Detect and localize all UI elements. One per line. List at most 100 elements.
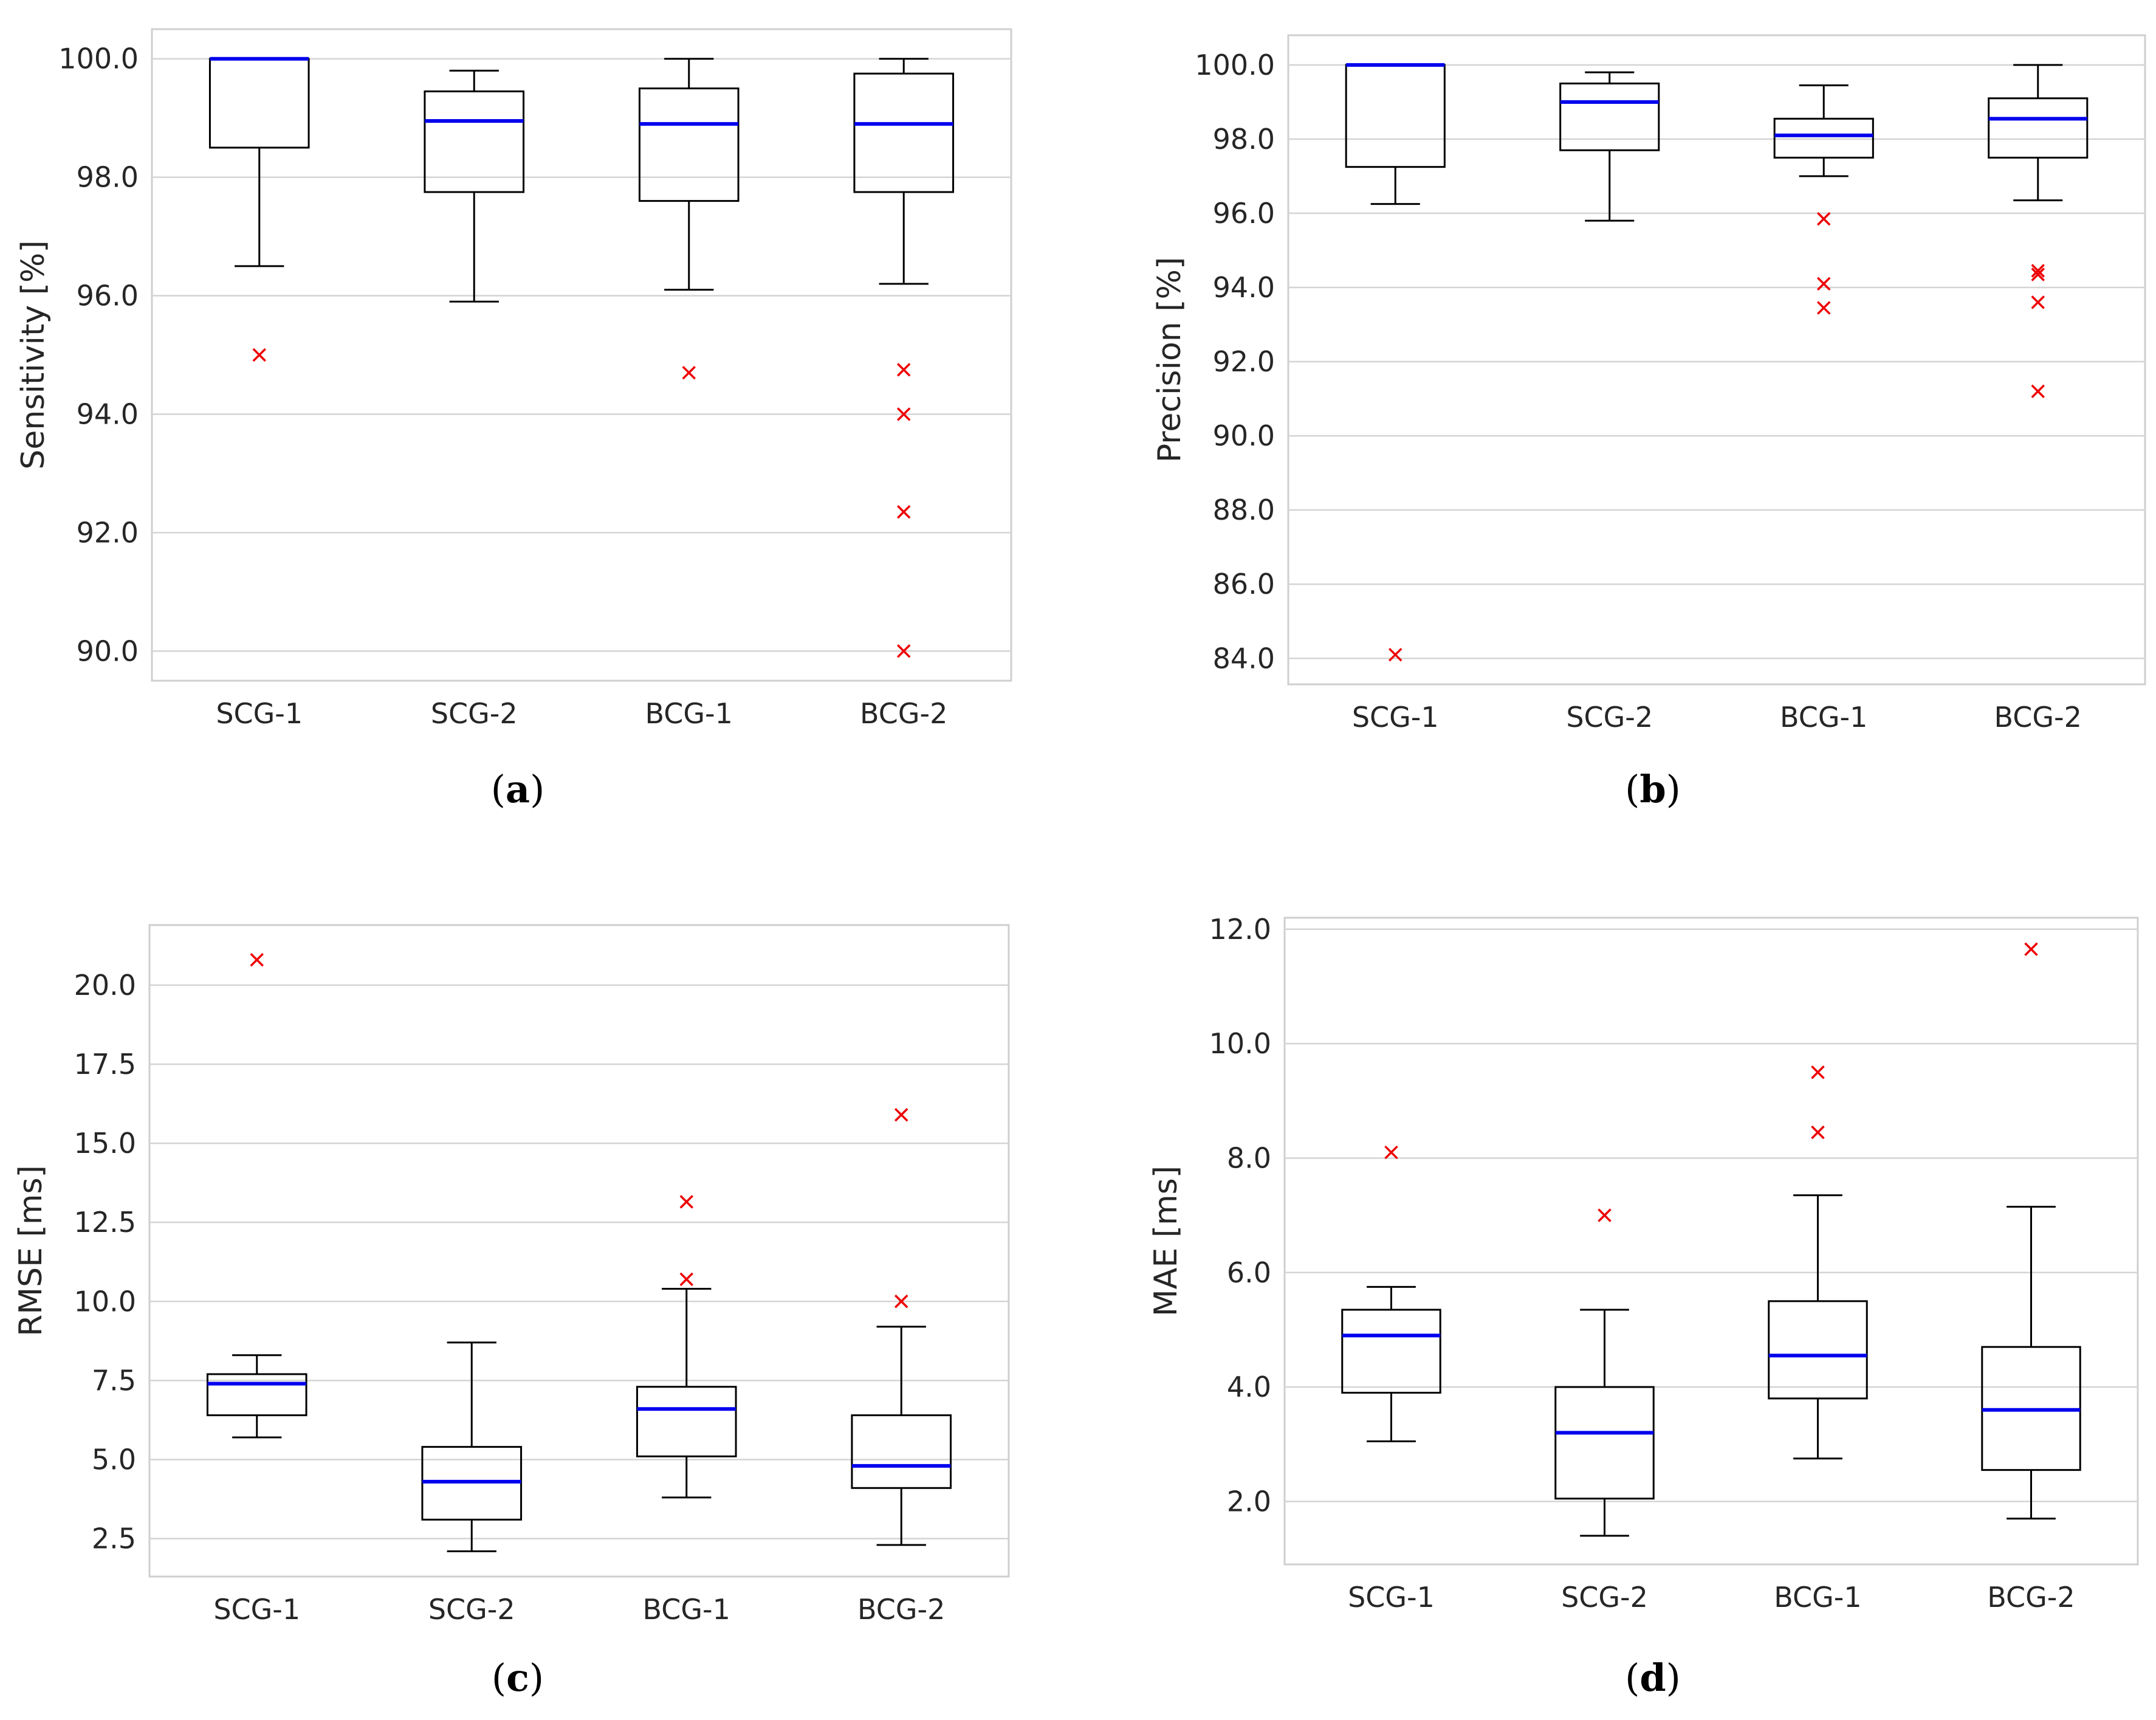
- outlier-marker: [252, 348, 266, 362]
- panel-d-mae: 2.0 4.0 6.0 8.0 10.0 12.0 MAE [ms] SCG-1 SCG-2 BC…: [1148, 913, 2139, 1614]
- y-tick-label: 10.0: [74, 1285, 136, 1318]
- y-axis-label: MAE [ms]: [1148, 1166, 1184, 1316]
- x-tick-label: BCG-2: [1987, 1581, 2075, 1614]
- outlier-marker: [897, 363, 911, 377]
- y-tick-label: 94.0: [1213, 271, 1275, 304]
- box-scg-2: [424, 69, 525, 303]
- y-tick-label: 98.0: [1213, 123, 1275, 156]
- y-tick-label: 2.0: [1227, 1485, 1271, 1518]
- box-bcg-2: [853, 58, 955, 658]
- y-tick-label: 2.5: [92, 1522, 136, 1555]
- outlier-marker: [897, 644, 911, 658]
- outlier-marker: [679, 1272, 693, 1287]
- y-tick-label: 20.0: [74, 969, 136, 1002]
- y-tick-label: 96.0: [1213, 197, 1275, 230]
- outlier-marker: [897, 505, 911, 519]
- box-body: [1559, 82, 1660, 151]
- x-tick-label: SCG-2: [1566, 701, 1653, 734]
- panel-b-precision: 84.0 86.0 88.0 90.0 92.0 94.0 96.0 98.0 100.0 Pre…: [1152, 34, 2146, 734]
- outlier-marker: [1811, 1065, 1825, 1079]
- y-tick-label: 98.0: [77, 161, 139, 194]
- outlier-marker: [2031, 264, 2045, 278]
- box-body: [424, 90, 525, 193]
- y-tick-label: 92.0: [1213, 345, 1275, 378]
- outlier-marker: [1817, 212, 1831, 226]
- y-tick-label: 4.0: [1227, 1371, 1271, 1403]
- y-axis-label: RMSE [ms]: [13, 1165, 49, 1336]
- y-tick-label: 6.0: [1227, 1256, 1271, 1289]
- y-tick-label: 90.0: [1213, 419, 1275, 452]
- outlier-marker: [2031, 267, 2045, 281]
- x-tick-label: SCG-2: [431, 697, 518, 730]
- y-tick-label: 8.0: [1227, 1141, 1271, 1174]
- box-bcg-1: [1768, 1065, 1868, 1460]
- y-axis-label: Precision [%]: [1152, 257, 1188, 463]
- axes-frame: [1287, 34, 2146, 686]
- y-tick-label: 7.5: [92, 1364, 136, 1397]
- y-tick-label: 86.0: [1213, 568, 1275, 600]
- box-bcg-2: [851, 1107, 952, 1546]
- outlier-marker: [2031, 384, 2045, 399]
- x-tick-label: SCG-2: [1561, 1581, 1648, 1614]
- box-body: [1768, 1300, 1868, 1400]
- outlier-marker: [897, 407, 911, 421]
- y-tick-label: 12.5: [74, 1206, 136, 1239]
- box-bcg-1: [638, 58, 740, 380]
- x-tick-label: SCG-1: [216, 697, 303, 730]
- box-bcg-2: [1981, 942, 2081, 1520]
- box-scg-1: [206, 953, 307, 1439]
- x-tick-label: SCG-1: [213, 1593, 300, 1626]
- panel-a-sensitivity: 90.0 92.0 94.0 96.0 98.0 100.0 Sensitivity [%]…: [15, 28, 1012, 730]
- x-tick-label: BCG-2: [857, 1593, 945, 1626]
- y-tick-label: 92.0: [77, 516, 139, 549]
- outlier-marker: [1389, 647, 1402, 662]
- y-tick-label: 100.0: [1195, 49, 1275, 81]
- panel-label-b: (b): [1625, 767, 1681, 811]
- y-tick-label: 96.0: [77, 280, 139, 312]
- y-tick-label: 88.0: [1213, 494, 1275, 526]
- box-scg-2: [421, 1341, 523, 1552]
- axes-frame: [148, 924, 1010, 1578]
- outlier-marker: [894, 1295, 908, 1309]
- x-tick-label: BCG-1: [1780, 701, 1867, 734]
- box-body: [636, 1386, 737, 1457]
- outlier-marker: [1817, 277, 1831, 291]
- box-body: [853, 72, 955, 193]
- y-axis-label: Sensitivity [%]: [15, 240, 52, 469]
- box-scg-2: [1559, 71, 1660, 222]
- box-bcg-1: [1773, 84, 1874, 315]
- y-tick-label: 84.0: [1213, 642, 1275, 675]
- x-tick-label: BCG-1: [643, 1593, 730, 1626]
- box-scg-1: [208, 57, 310, 362]
- y-tick-label: 90.0: [77, 635, 139, 667]
- box-scg-1: [1341, 1145, 1441, 1443]
- outlier-marker: [2024, 942, 2038, 957]
- x-tick-label: BCG-1: [1774, 1581, 1861, 1614]
- outlier-marker: [1811, 1125, 1825, 1140]
- outlier-marker: [2031, 295, 2045, 309]
- x-tick-label: SCG-1: [1352, 701, 1439, 734]
- y-tick-label: 12.0: [1209, 913, 1271, 946]
- y-tick-label: 94.0: [77, 397, 139, 430]
- panel-label-a: (a): [491, 767, 545, 811]
- x-tick-label: BCG-2: [860, 697, 947, 730]
- outlier-marker: [1384, 1145, 1398, 1160]
- box-body: [1554, 1386, 1655, 1500]
- panel-c-rmse: 2.5 5.0 7.5 10.0 12.5 15.0 17.5 20.0 RMSE [ms] SC…: [13, 924, 1010, 1626]
- outlier-marker: [682, 365, 696, 380]
- y-tick-label: 100.0: [58, 43, 139, 75]
- box-body: [1988, 97, 2089, 159]
- box-body: [1773, 117, 1874, 159]
- axes-frame: [1283, 917, 2139, 1566]
- box-scg-1: [1345, 63, 1446, 662]
- box-body: [1341, 1309, 1441, 1394]
- y-tick-label: 10.0: [1209, 1027, 1271, 1060]
- panel-label-d: (d): [1625, 1656, 1681, 1700]
- outlier-marker: [1598, 1208, 1612, 1222]
- box-body: [206, 1373, 307, 1417]
- outlier-marker: [679, 1195, 693, 1209]
- box-body: [638, 87, 740, 202]
- box-bcg-1: [636, 1195, 737, 1499]
- x-tick-label: SCG-2: [428, 1593, 515, 1626]
- box-scg-2: [1554, 1208, 1655, 1537]
